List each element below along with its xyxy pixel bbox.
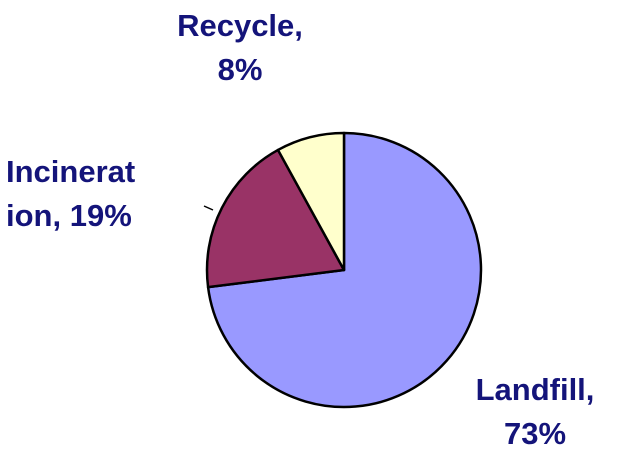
data-label: Incinerat ion, 19% [6, 154, 136, 233]
leader-line [203, 205, 214, 211]
data-label: Landfill, 73% [475, 372, 595, 451]
pie-slice [205, 148, 346, 289]
data-label: Recycle, 8% [177, 8, 303, 87]
pie-slice [276, 131, 346, 272]
